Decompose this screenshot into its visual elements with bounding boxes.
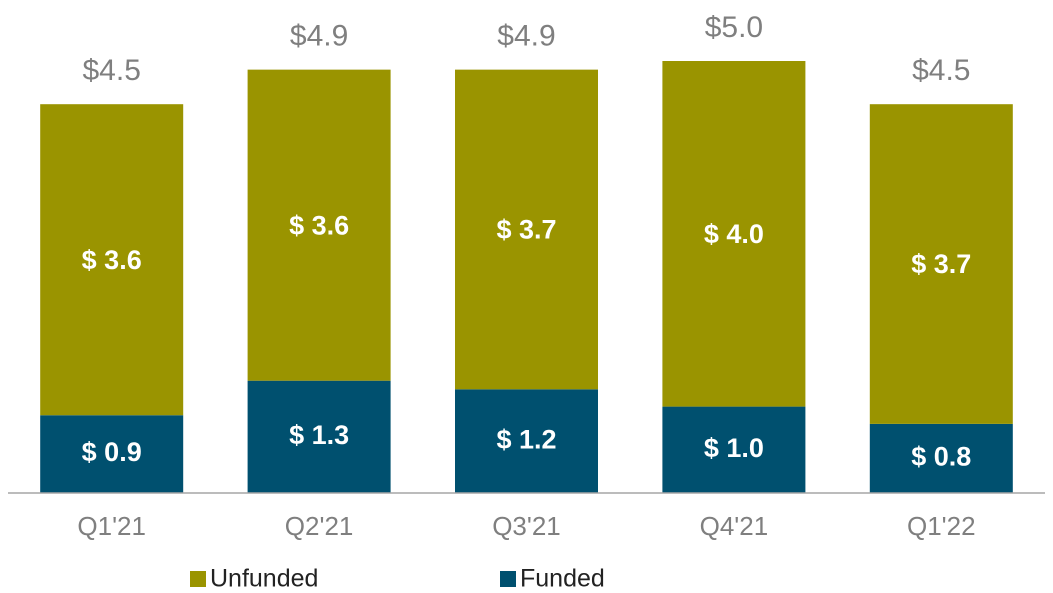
- bar-segment: [662, 406, 806, 493]
- total-label: $4.9: [290, 20, 348, 53]
- data-label: $ 1.2: [496, 424, 556, 454]
- data-label: $ 4.0: [704, 219, 764, 249]
- data-label: $ 1.0: [704, 433, 764, 463]
- data-label: $ 3.7: [496, 215, 556, 245]
- x-tick-label: Q3'21: [492, 511, 561, 541]
- bar-segment: [247, 69, 391, 381]
- bar-segment: [662, 61, 806, 407]
- legend-label: Funded: [520, 565, 605, 593]
- total-label: $4.5: [912, 54, 970, 87]
- data-label: $ 3.7: [911, 249, 971, 279]
- data-label: $ 0.8: [911, 442, 971, 472]
- data-label: $ 3.6: [82, 245, 142, 275]
- data-label: $ 0.9: [82, 437, 142, 467]
- x-tick-label: Q2'21: [285, 511, 354, 541]
- total-label: $4.9: [497, 20, 555, 53]
- data-label: $ 3.6: [289, 210, 349, 240]
- total-label: $4.5: [83, 54, 141, 87]
- legend-swatch: [500, 571, 516, 587]
- total-label: $5.0: [705, 11, 763, 44]
- bar-segment: [455, 389, 598, 493]
- bar-segment: [869, 423, 1013, 493]
- x-tick-label: Q1'22: [907, 511, 976, 541]
- bar-segment: [247, 380, 391, 493]
- x-tick-label: Q4'21: [700, 511, 769, 541]
- bar-segment: [40, 415, 184, 493]
- bar-segment: [455, 69, 598, 390]
- legend-label: Unfunded: [210, 565, 318, 593]
- legend-swatch: [190, 571, 206, 587]
- data-label: $ 1.3: [289, 420, 349, 450]
- bar-segment: [40, 104, 184, 416]
- bar-segment: [869, 104, 1013, 424]
- x-tick-label: Q1'21: [77, 511, 146, 541]
